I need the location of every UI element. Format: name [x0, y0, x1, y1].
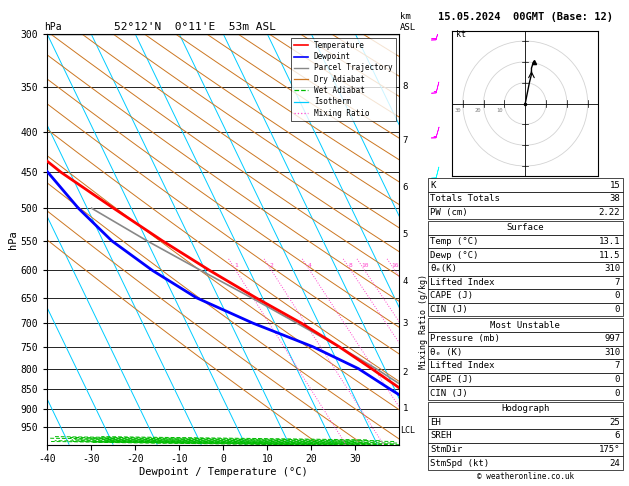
- Text: 20: 20: [475, 108, 481, 113]
- Text: Mixing Ratio (g/kg): Mixing Ratio (g/kg): [419, 274, 428, 369]
- Title: 52°12'N  0°11'E  53m ASL: 52°12'N 0°11'E 53m ASL: [114, 22, 276, 32]
- Text: CAPE (J): CAPE (J): [430, 375, 473, 384]
- Text: 5: 5: [403, 230, 408, 239]
- Text: PW (cm): PW (cm): [430, 208, 468, 217]
- Text: 8: 8: [403, 82, 408, 91]
- Text: CIN (J): CIN (J): [430, 305, 468, 314]
- Text: Lifted Index: Lifted Index: [430, 362, 495, 370]
- Text: θₑ(K): θₑ(K): [430, 264, 457, 273]
- Text: 2.22: 2.22: [599, 208, 620, 217]
- Text: 175°: 175°: [599, 445, 620, 454]
- Text: km
ASL: km ASL: [400, 12, 416, 32]
- Text: SREH: SREH: [430, 432, 452, 440]
- Text: Most Unstable: Most Unstable: [490, 321, 560, 330]
- Text: 4: 4: [403, 277, 408, 286]
- Text: 16: 16: [391, 263, 399, 268]
- Text: 0: 0: [615, 389, 620, 398]
- Text: K: K: [430, 181, 436, 190]
- Text: LCL: LCL: [400, 426, 415, 435]
- Text: 7: 7: [615, 278, 620, 287]
- Text: © weatheronline.co.uk: © weatheronline.co.uk: [477, 472, 574, 481]
- Text: CAPE (J): CAPE (J): [430, 292, 473, 300]
- Text: Dewp (°C): Dewp (°C): [430, 251, 479, 260]
- Text: CIN (J): CIN (J): [430, 389, 468, 398]
- Text: 1: 1: [403, 404, 408, 413]
- Text: 38: 38: [610, 194, 620, 203]
- Text: StmSpd (kt): StmSpd (kt): [430, 459, 489, 468]
- Text: 7: 7: [403, 136, 408, 145]
- Text: Pressure (mb): Pressure (mb): [430, 334, 500, 343]
- Text: 310: 310: [604, 264, 620, 273]
- Text: 6: 6: [403, 183, 408, 191]
- Text: 7: 7: [615, 362, 620, 370]
- Text: Hodograph: Hodograph: [501, 404, 549, 413]
- Text: 30: 30: [454, 108, 460, 113]
- Text: EH: EH: [430, 418, 441, 427]
- Text: 2: 2: [270, 263, 274, 268]
- Text: 0: 0: [615, 375, 620, 384]
- Text: 997: 997: [604, 334, 620, 343]
- Text: 8: 8: [349, 263, 353, 268]
- Text: 0: 0: [615, 305, 620, 314]
- Text: Lifted Index: Lifted Index: [430, 278, 495, 287]
- X-axis label: Dewpoint / Temperature (°C): Dewpoint / Temperature (°C): [139, 467, 308, 477]
- Text: kt: kt: [457, 30, 467, 39]
- Text: 4: 4: [308, 263, 312, 268]
- Text: θₑ (K): θₑ (K): [430, 348, 462, 357]
- Text: 310: 310: [604, 348, 620, 357]
- Text: 11.5: 11.5: [599, 251, 620, 260]
- Text: 0: 0: [615, 292, 620, 300]
- Y-axis label: hPa: hPa: [8, 230, 18, 249]
- Text: Surface: Surface: [506, 224, 544, 232]
- Text: 3: 3: [403, 318, 408, 328]
- Text: 1: 1: [234, 263, 238, 268]
- Text: StmDir: StmDir: [430, 445, 462, 454]
- Text: 15.05.2024  00GMT (Base: 12): 15.05.2024 00GMT (Base: 12): [438, 12, 613, 22]
- Text: 25: 25: [610, 418, 620, 427]
- Text: 10: 10: [496, 108, 503, 113]
- Text: 13.1: 13.1: [599, 237, 620, 246]
- Legend: Temperature, Dewpoint, Parcel Trajectory, Dry Adiabat, Wet Adiabat, Isotherm, Mi: Temperature, Dewpoint, Parcel Trajectory…: [291, 38, 396, 121]
- Text: Totals Totals: Totals Totals: [430, 194, 500, 203]
- Text: 15: 15: [610, 181, 620, 190]
- Text: 6: 6: [615, 432, 620, 440]
- Text: 2: 2: [403, 368, 408, 377]
- Text: 24: 24: [610, 459, 620, 468]
- Text: hPa: hPa: [44, 21, 62, 32]
- Text: Temp (°C): Temp (°C): [430, 237, 479, 246]
- Text: 10: 10: [361, 263, 369, 268]
